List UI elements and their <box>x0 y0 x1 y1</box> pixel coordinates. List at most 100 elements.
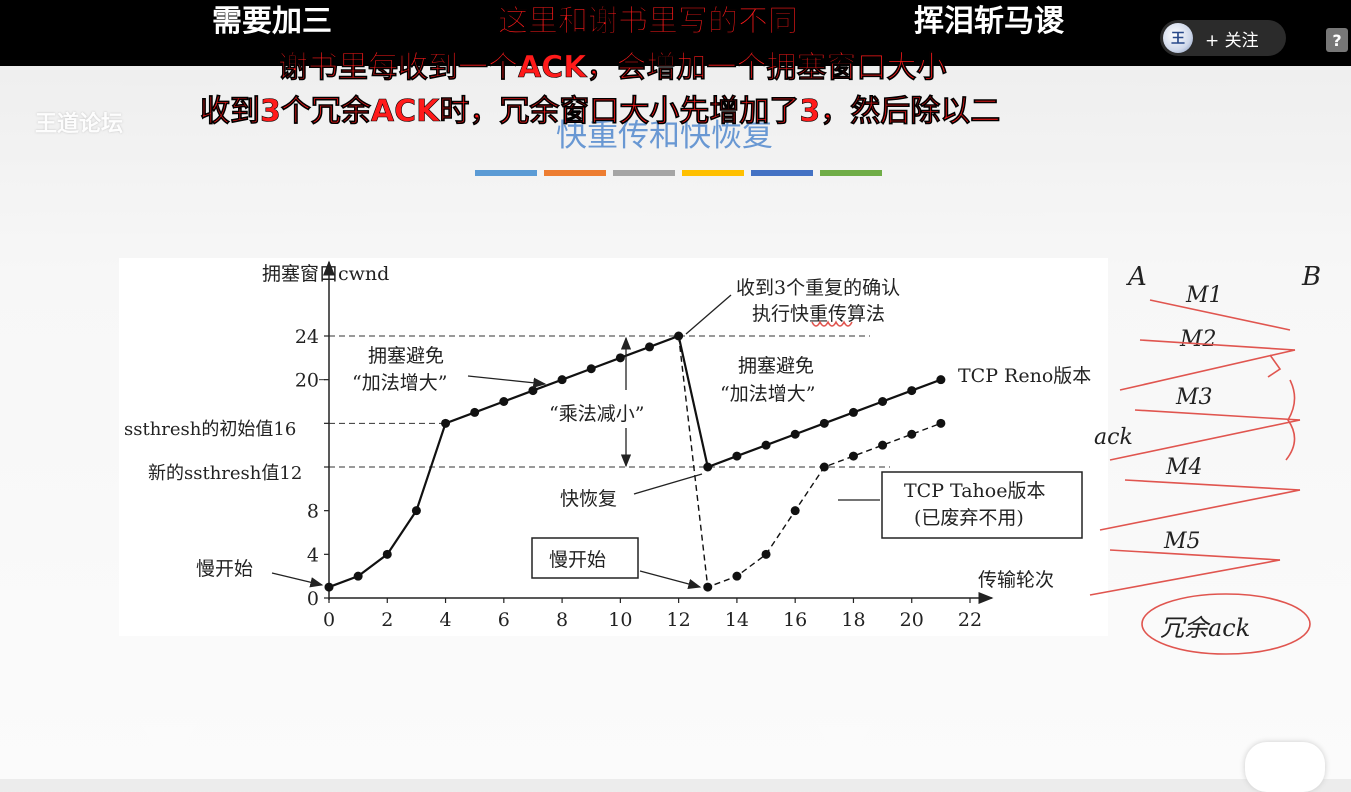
annot-dup-ack-pointer <box>685 294 732 335</box>
ref-label-12: 新的ssthresh值12 <box>148 463 302 484</box>
series-1-point-17 <box>819 462 829 472</box>
annot-md: “乘法减小” <box>549 403 644 425</box>
divider-bar-0 <box>475 170 537 176</box>
divider-bar-4 <box>751 170 813 176</box>
divider-bar-5 <box>820 170 882 176</box>
annot-dup-ack-1: 收到3个重复的确认 <box>736 277 900 299</box>
overlay-text-line1-mid: 这里和谢书里写的不同 <box>498 4 799 40</box>
series-0-point-0 <box>324 582 334 592</box>
series-1-point-13 <box>703 582 713 592</box>
series-0-point-19 <box>878 397 888 406</box>
series-0-point-2 <box>382 549 392 559</box>
series-1-point-20 <box>907 429 917 439</box>
series-0-point-10 <box>615 353 625 363</box>
slide-title: 快重传和快恢复 <box>556 118 773 154</box>
x-tick-label-12: 12 <box>667 609 691 631</box>
x-tick-label-4: 4 <box>439 609 451 631</box>
overlay-text-line1-right: 挥泪斩马谡 <box>914 4 1064 39</box>
annot-ca1-line2: “加法增大” <box>352 372 447 394</box>
hw-ack: ack <box>1094 425 1133 450</box>
divider-bar-1 <box>544 170 606 176</box>
series-0-point-1 <box>353 571 363 581</box>
video-top-bar <box>0 0 1351 66</box>
follow-label: + 关注 <box>1205 30 1259 51</box>
annot-slow-start-box: 慢开始 <box>549 549 606 571</box>
series-0-point-16 <box>790 429 800 439</box>
handwritten-sketch: A B M1 M2 M3 M4 M5 ack 冗余ack <box>1089 262 1321 655</box>
annot-ca2-line1: 拥塞避免 <box>738 355 814 377</box>
y-tick-label-24: 24 <box>295 326 319 348</box>
series-0-point-9 <box>586 364 596 374</box>
ref-label-16: ssthresh的初始值16 <box>124 419 296 440</box>
overlay-text-line3: 收到3个冗余ACK时，冗余窗口大小先增加了3，然后除以二 <box>200 94 1001 130</box>
annot-ca1-line1: 拥塞避免 <box>368 345 444 367</box>
series-1-point-15 <box>761 549 771 559</box>
series-0-point-4 <box>441 418 451 428</box>
series-1-point-14 <box>732 571 742 581</box>
y-axis-label: 拥塞窗口cwnd <box>262 263 389 285</box>
y-tick-label-20: 20 <box>295 370 319 392</box>
hw-circled: 冗余ack <box>1160 614 1250 642</box>
series-1-point-16 <box>790 506 800 516</box>
hw-m3: M3 <box>1175 385 1213 410</box>
series-0-point-11 <box>645 342 654 352</box>
legend-reno: TCP Reno版本 <box>958 365 1091 387</box>
annot-ca2-line2: “加法增大” <box>720 383 815 405</box>
follow-button[interactable]: 王 + 关注 <box>1160 20 1286 56</box>
x-tick-label-22: 22 <box>958 609 982 631</box>
slow-start-box <box>531 537 639 579</box>
y-tick-label-8: 8 <box>307 501 319 523</box>
x-tick-label-8: 8 <box>556 609 568 631</box>
series-0-point-6 <box>499 397 509 406</box>
hw-m5: M5 <box>1163 529 1201 554</box>
hw-m2: M2 <box>1179 327 1217 352</box>
overlay-text-line1-left: 需要加三 <box>212 4 332 39</box>
series-0-point-3 <box>411 506 421 516</box>
y-tick-label-0: 0 <box>307 588 319 610</box>
annot-dup-ack-2: 执行快重传算法 <box>752 303 885 325</box>
legend-tahoe-line1: TCP Tahoe版本 <box>904 480 1045 502</box>
series-line-0 <box>328 334 942 589</box>
annot-slow-start-box-arrow <box>639 570 702 590</box>
x-tick-label-2: 2 <box>381 609 393 631</box>
overlay-text-line2: 谢书里每收到一个ACK，会增加一个拥塞窗口大小 <box>278 50 947 86</box>
annot-slow-start-left-arrow <box>271 572 324 588</box>
series-0-point-18 <box>848 407 858 417</box>
x-tick-label-6: 6 <box>498 609 510 631</box>
y-tick-label-4: 4 <box>307 544 319 566</box>
series-0-point-20 <box>907 386 917 396</box>
annot-slow-start-left: 慢开始 <box>196 558 253 580</box>
series-0-point-15 <box>761 440 771 450</box>
hw-m4: M4 <box>1165 455 1203 480</box>
annot-ca1-arrow <box>467 375 547 388</box>
underline-scribble <box>811 320 853 327</box>
x-tick-label-16: 16 <box>783 609 807 631</box>
divider-bar-3 <box>682 170 744 176</box>
hw-a: A <box>1126 262 1147 292</box>
series-0-point-5 <box>470 407 480 417</box>
series-0-point-8 <box>557 375 567 385</box>
series-0-point-7 <box>528 386 538 396</box>
x-tick-label-0: 0 <box>323 609 335 631</box>
annot-fast-recovery-pointer <box>633 473 703 495</box>
site-logo-icon: 王 <box>1163 23 1193 53</box>
series-0-point-13 <box>703 462 713 472</box>
series-line-1 <box>677 335 942 589</box>
x-tick-label-10: 10 <box>608 609 632 631</box>
help-icon[interactable]: ? <box>1326 28 1348 52</box>
divider-bar-2 <box>613 170 675 176</box>
tahoe-legend-box <box>881 471 1083 539</box>
chat-bubble-icon[interactable] <box>1245 742 1325 792</box>
series-1-point-19 <box>878 440 888 450</box>
series-0-point-17 <box>819 418 829 428</box>
annot-fast-recovery: 快恢复 <box>560 488 617 510</box>
hw-m1: M1 <box>1185 283 1223 308</box>
series-1-point-21 <box>936 418 946 428</box>
watermark: 王道论坛 <box>35 112 124 137</box>
legend-tahoe-line2: (已废弃不用) <box>914 507 1024 529</box>
x-tick-label-20: 20 <box>900 609 924 631</box>
series-1-point-18 <box>848 451 858 461</box>
hw-b: B <box>1301 262 1321 292</box>
